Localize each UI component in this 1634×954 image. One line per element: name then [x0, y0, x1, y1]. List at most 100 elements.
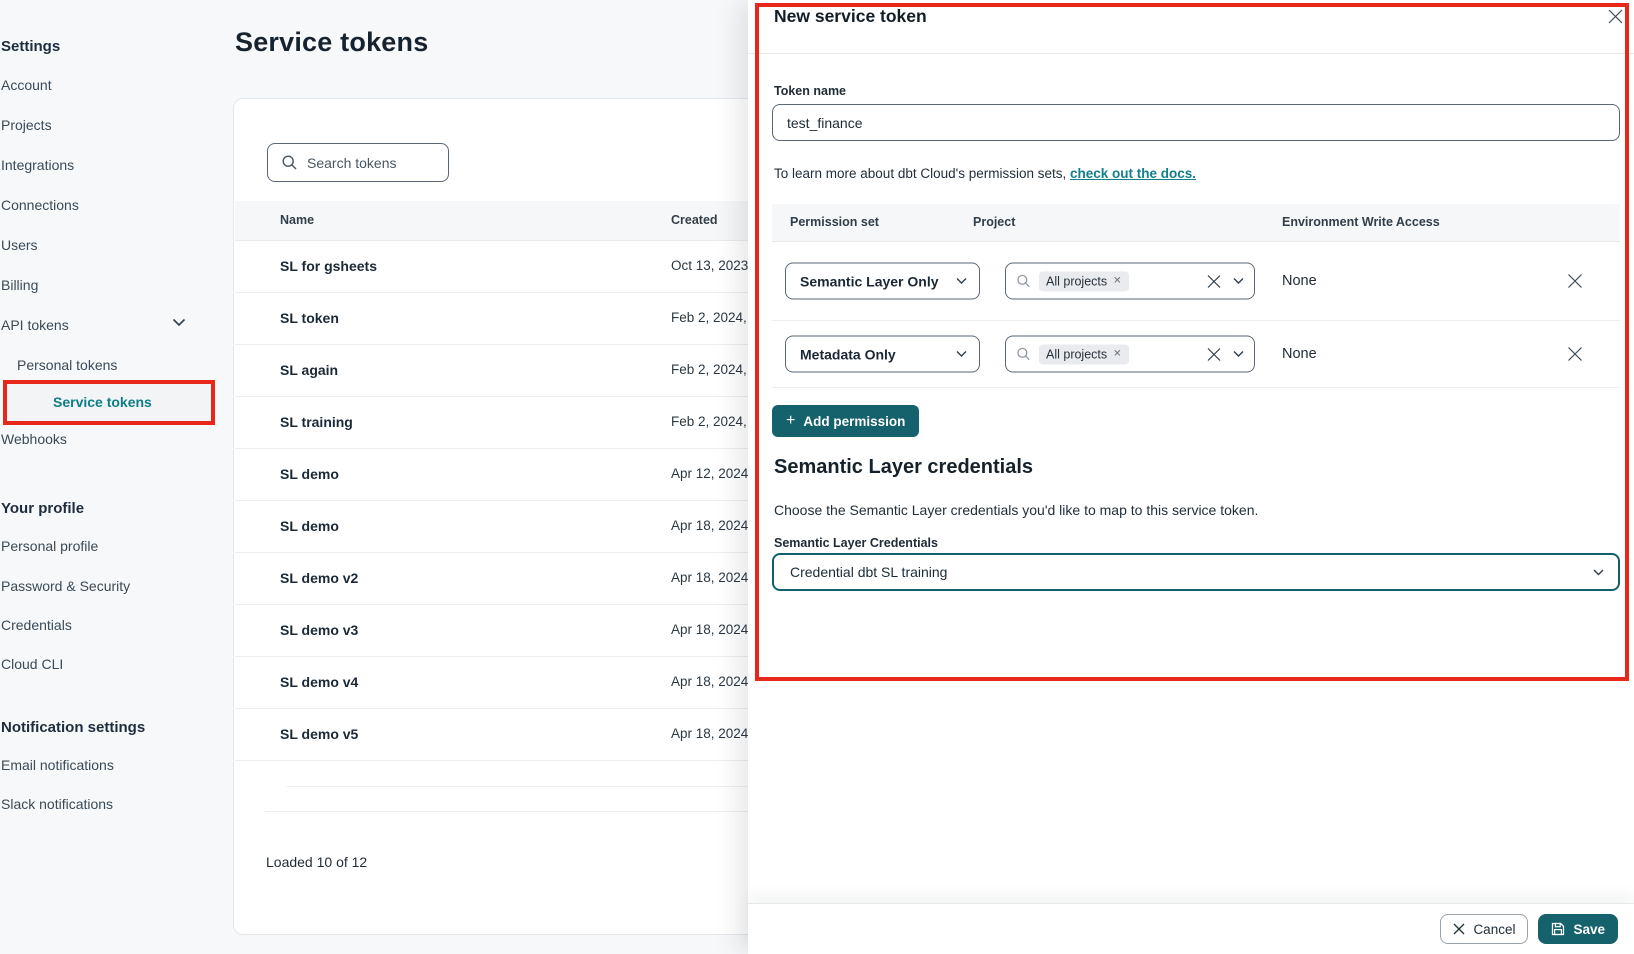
sidebar-item-slack-notifications[interactable]: Slack notifications — [1, 796, 114, 812]
permission-set-value: Semantic Layer Only — [800, 273, 939, 289]
permission-set-select[interactable]: Metadata Only — [785, 335, 980, 373]
project-combobox[interactable]: All projects ✕ — [1005, 335, 1255, 373]
env-write-access-value: None — [1282, 273, 1317, 289]
sidebar-item-webhooks[interactable]: Webhooks — [1, 431, 67, 447]
sidebar-item-integrations[interactable]: Integrations — [1, 157, 75, 173]
search-icon — [281, 154, 298, 171]
close-icon — [1453, 923, 1465, 935]
env-write-access-value: None — [1282, 346, 1317, 362]
semantic-layer-credentials-select[interactable]: Credential dbt SL training — [772, 553, 1620, 591]
column-header-name: Name — [280, 213, 315, 227]
token-created: Feb 2, 2024, 2 — [671, 414, 759, 429]
drawer-footer: Cancel Save — [748, 903, 1634, 954]
token-name: SL demo v2 — [280, 570, 359, 586]
token-name: SL demo v5 — [280, 726, 359, 742]
token-name: SL again — [280, 362, 339, 378]
sidebar-item-email-notifications[interactable]: Email notifications — [1, 757, 114, 773]
sidebar-item-projects[interactable]: Projects — [1, 117, 52, 133]
sidebar-item-password-security[interactable]: Password & Security — [1, 578, 131, 594]
column-header-env-write-access: Environment Write Access — [1282, 215, 1440, 229]
sidebar-heading-notification-settings: Notification settings — [1, 719, 146, 736]
close-icon[interactable] — [1601, 2, 1629, 30]
semantic-layer-credentials-description: Choose the Semantic Layer credentials yo… — [774, 502, 1259, 518]
add-permission-label: Add permission — [803, 413, 906, 429]
clear-icon[interactable] — [1207, 347, 1221, 361]
chip-remove-icon[interactable]: ✕ — [1113, 348, 1122, 360]
remove-row-icon[interactable] — [1567, 273, 1583, 289]
chevron-down-icon[interactable] — [1233, 351, 1244, 358]
chevron-down-icon — [956, 351, 967, 357]
token-created: Oct 13, 2023, — [671, 258, 753, 273]
semantic-layer-credentials-heading: Semantic Layer credentials — [774, 456, 1034, 478]
token-created: Apr 18, 2024, — [671, 570, 753, 585]
save-icon — [1552, 922, 1565, 936]
docs-link[interactable]: check out the docs. — [1070, 166, 1197, 181]
sidebar-heading-settings: Settings — [1, 38, 61, 55]
plus-icon: + — [786, 412, 796, 429]
permission-row: Semantic Layer Only All projects ✕ None — [772, 242, 1620, 321]
search-tokens-input[interactable] — [307, 154, 437, 171]
token-name-input[interactable] — [772, 104, 1620, 141]
add-permission-button[interactable]: + Add permission — [772, 405, 920, 437]
token-created: Apr 18, 2024, — [671, 726, 753, 741]
semantic-layer-credentials-value: Credential dbt SL training — [790, 564, 948, 580]
chip-remove-icon[interactable]: ✕ — [1113, 275, 1122, 287]
permission-set-select[interactable]: Semantic Layer Only — [785, 262, 980, 300]
chevron-down-icon[interactable] — [1233, 278, 1244, 285]
sidebar-item-api-tokens[interactable]: API tokens — [1, 317, 69, 333]
token-name: SL token — [280, 310, 339, 326]
page-title: Service tokens — [235, 27, 429, 57]
search-icon — [1016, 347, 1031, 362]
column-header-created: Created — [671, 213, 718, 227]
sidebar-item-billing[interactable]: Billing — [1, 277, 39, 293]
sidebar-item-service-tokens[interactable]: Service tokens — [53, 394, 152, 410]
annotation-box-service-tokens: Service tokens — [3, 380, 215, 425]
token-name: SL demo — [280, 518, 339, 534]
divider — [748, 53, 1634, 54]
chevron-down-icon — [1593, 569, 1604, 575]
token-name-label: Token name — [774, 84, 847, 98]
settings-sidebar: Settings Account Projects Integrations C… — [0, 0, 222, 954]
token-name: SL training — [280, 414, 353, 430]
docs-text-prefix: To learn more about dbt Cloud's permissi… — [774, 166, 1067, 181]
sidebar-item-account[interactable]: Account — [1, 77, 52, 93]
token-created: Apr 18, 2024, — [671, 674, 753, 689]
column-header-project: Project — [973, 215, 1016, 229]
sidebar-heading-your-profile: Your profile — [1, 500, 85, 517]
sidebar-item-credentials[interactable]: Credentials — [1, 617, 72, 633]
token-name: SL demo v4 — [280, 674, 359, 690]
cancel-label: Cancel — [1473, 921, 1516, 937]
sidebar-item-connections[interactable]: Connections — [1, 197, 79, 213]
token-created: Apr 18, 2024, — [671, 518, 753, 533]
search-icon — [1016, 274, 1031, 289]
token-created: Feb 2, 2024, 1 — [671, 310, 759, 325]
permission-set-value: Metadata Only — [800, 346, 896, 362]
sidebar-item-users[interactable]: Users — [1, 237, 38, 253]
token-created: Apr 18, 2024, — [671, 622, 753, 637]
save-button[interactable]: Save — [1538, 914, 1618, 944]
chevron-down-icon[interactable] — [172, 318, 186, 327]
save-label: Save — [1573, 921, 1605, 937]
token-name: SL demo v3 — [280, 622, 359, 638]
search-tokens-box[interactable] — [267, 143, 449, 182]
docs-text: To learn more about dbt Cloud's permissi… — [774, 166, 1196, 181]
token-created: Apr 12, 2024, — [671, 466, 753, 481]
sidebar-item-cloud-cli[interactable]: Cloud CLI — [1, 656, 64, 672]
token-name: SL for gsheets — [280, 258, 377, 274]
semantic-layer-credentials-label: Semantic Layer Credentials — [774, 536, 938, 550]
project-combobox[interactable]: All projects ✕ — [1005, 262, 1255, 300]
sidebar-item-personal-tokens[interactable]: Personal tokens — [17, 357, 118, 373]
cancel-button[interactable]: Cancel — [1440, 914, 1529, 944]
project-chip: All projects ✕ — [1039, 271, 1129, 291]
clear-icon[interactable] — [1207, 274, 1221, 288]
token-name: SL demo — [280, 466, 339, 482]
project-chip: All projects ✕ — [1039, 344, 1129, 364]
drawer-title: New service token — [774, 6, 927, 26]
token-created: Feb 2, 2024, 1 — [671, 362, 759, 377]
remove-row-icon[interactable] — [1567, 346, 1583, 362]
project-chip-label: All projects — [1046, 274, 1108, 288]
permissions-table: Permission set Project Environment Write… — [772, 204, 1620, 388]
loaded-status: Loaded 10 of 12 — [266, 854, 368, 870]
sidebar-item-personal-profile[interactable]: Personal profile — [1, 538, 99, 554]
permissions-header: Permission set Project Environment Write… — [772, 204, 1620, 242]
